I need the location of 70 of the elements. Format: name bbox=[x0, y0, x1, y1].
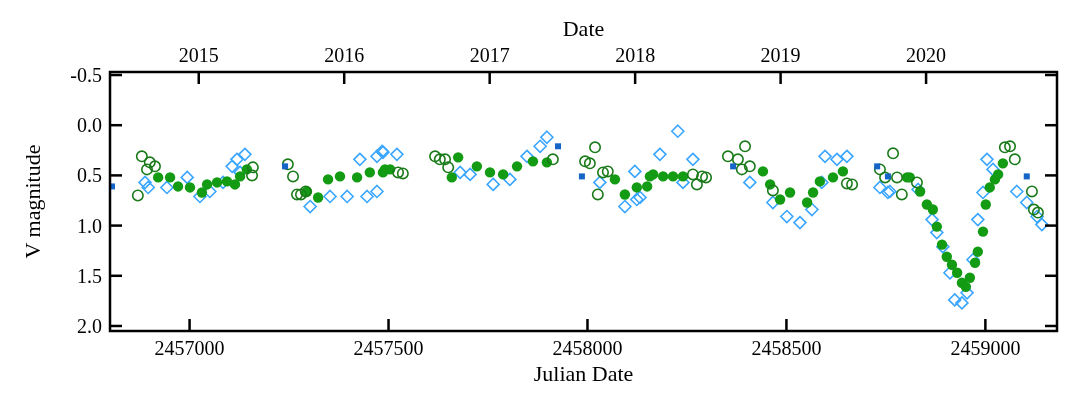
point bbox=[589, 141, 602, 154]
point bbox=[148, 160, 161, 173]
point bbox=[879, 171, 892, 184]
point bbox=[846, 178, 859, 191]
point bbox=[1004, 140, 1017, 153]
point bbox=[735, 163, 748, 176]
point bbox=[696, 170, 709, 183]
x-axis-title: Julian Date bbox=[533, 361, 634, 386]
point bbox=[1027, 203, 1040, 216]
point bbox=[998, 141, 1011, 154]
point bbox=[840, 177, 853, 190]
y-tick-label: 0.5 bbox=[77, 164, 102, 187]
y-tick-label: -0.5 bbox=[70, 64, 102, 87]
point bbox=[731, 153, 744, 166]
x2-tick-label: 2015 bbox=[178, 44, 219, 66]
point bbox=[895, 188, 908, 201]
point bbox=[910, 176, 923, 189]
point bbox=[439, 153, 452, 166]
point bbox=[1031, 206, 1044, 219]
y-tick-label: 2.0 bbox=[77, 314, 102, 337]
point bbox=[135, 150, 148, 163]
point bbox=[433, 153, 446, 166]
point bbox=[743, 160, 756, 173]
point bbox=[141, 163, 153, 176]
x-tick-label: 2457000 bbox=[154, 337, 225, 359]
point bbox=[700, 171, 713, 184]
x2-axis-title: Date bbox=[562, 16, 605, 41]
x-tick-label: 2457500 bbox=[353, 337, 424, 359]
point bbox=[597, 166, 609, 179]
point bbox=[578, 173, 585, 180]
point bbox=[392, 166, 405, 179]
x2-tick-label: 2017 bbox=[469, 44, 510, 66]
point bbox=[891, 171, 904, 184]
point bbox=[583, 157, 596, 170]
point bbox=[601, 165, 614, 178]
point bbox=[143, 156, 156, 169]
point bbox=[246, 161, 259, 174]
point bbox=[246, 169, 259, 182]
x2-tick-label: 2016 bbox=[324, 44, 365, 66]
x2-tick-label: 2018 bbox=[615, 44, 656, 66]
point bbox=[686, 168, 699, 181]
point bbox=[766, 184, 779, 197]
point bbox=[887, 147, 900, 160]
x-tick-label: 2458000 bbox=[552, 337, 623, 359]
y-axis-title: V magnitude bbox=[20, 144, 45, 259]
point bbox=[1023, 173, 1030, 180]
point bbox=[131, 189, 144, 202]
x-tick-label: 2458500 bbox=[751, 337, 822, 359]
point bbox=[579, 155, 592, 168]
point bbox=[281, 158, 294, 171]
x-tick-label: 2459000 bbox=[950, 337, 1021, 359]
point bbox=[546, 153, 559, 166]
point bbox=[1008, 153, 1021, 166]
y-tick-label: 1.5 bbox=[77, 264, 102, 287]
point bbox=[873, 163, 886, 176]
y-tick-label: 0.0 bbox=[77, 114, 102, 137]
x2-tick-label: 2020 bbox=[906, 44, 947, 66]
point bbox=[555, 143, 562, 150]
point bbox=[442, 161, 455, 174]
point bbox=[1025, 185, 1038, 198]
point bbox=[721, 150, 734, 163]
point bbox=[591, 188, 604, 201]
point bbox=[739, 140, 752, 153]
point bbox=[429, 150, 442, 163]
point bbox=[287, 170, 300, 183]
x2-tick-label: 2019 bbox=[760, 44, 801, 66]
y-tick-label: 1.0 bbox=[77, 214, 102, 237]
point bbox=[396, 167, 409, 180]
point bbox=[690, 178, 703, 191]
point bbox=[730, 163, 737, 170]
